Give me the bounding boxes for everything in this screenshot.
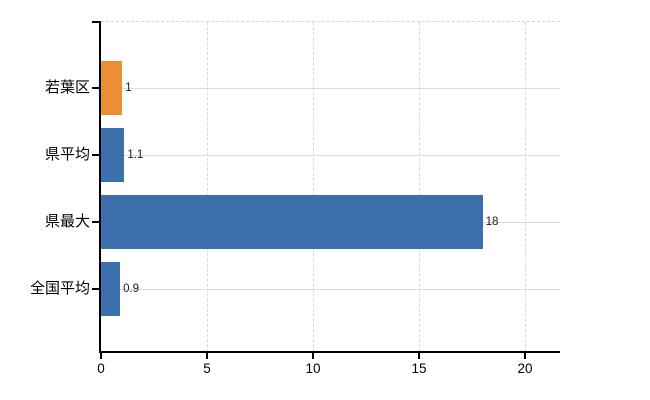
x-tick-label: 20: [517, 361, 533, 376]
x-axis-tick: [100, 353, 102, 359]
y-axis-line: [99, 21, 101, 353]
bar: [101, 61, 123, 115]
horizontal-gridline: [101, 155, 560, 156]
x-axis-tick: [206, 353, 208, 359]
y-axis-tick: [92, 87, 100, 89]
bar: [101, 128, 125, 182]
category-label: 全国平均: [29, 280, 90, 297]
category-label: 県最大: [44, 213, 90, 230]
bar-value-label: 1.1: [127, 149, 144, 161]
horizontal-gridline: [101, 289, 560, 290]
category-label: 県平均: [44, 146, 90, 163]
bar-value-label: 1: [125, 82, 132, 94]
category-label: 若葉区: [44, 79, 90, 96]
y-axis-tick: [92, 221, 100, 223]
x-tick-label: 5: [203, 361, 211, 376]
vertical-gridline: [207, 22, 208, 352]
x-axis-tick: [418, 353, 420, 359]
x-axis-line: [99, 351, 560, 353]
y-axis-top-tick: [92, 21, 100, 23]
x-axis-tick: [524, 353, 526, 359]
x-tick-label: 10: [305, 361, 321, 376]
vertical-gridline: [525, 22, 526, 352]
plot-top-border: [101, 21, 560, 22]
horizontal-gridline: [101, 88, 560, 89]
x-tick-label: 0: [97, 361, 105, 376]
y-axis-tick: [92, 288, 100, 290]
y-axis-tick: [92, 154, 100, 156]
bar-value-label: 0.9: [123, 283, 140, 295]
vertical-gridline: [419, 22, 420, 352]
bar: [101, 195, 483, 249]
bar: [101, 262, 121, 316]
bar-value-label: 18: [485, 216, 499, 228]
x-axis-tick: [312, 353, 314, 359]
vertical-gridline: [313, 22, 314, 352]
x-tick-label: 15: [411, 361, 427, 376]
